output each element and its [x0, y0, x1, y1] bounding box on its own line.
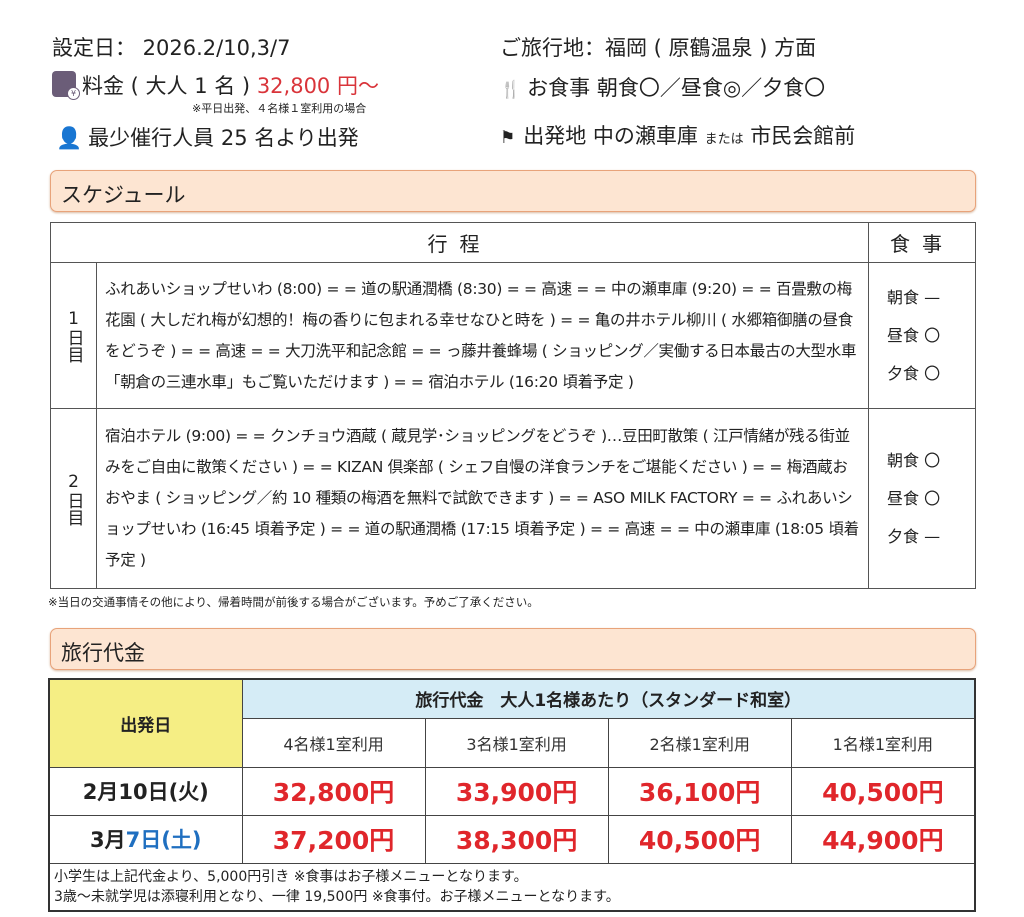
price-cell: 40,500円: [790, 766, 976, 816]
table-row: 3月7日(土) 37,200円 38,300円 40,500円 44,900円: [48, 814, 976, 864]
day-label: 2日目: [50, 408, 97, 589]
price-cell: 36,100円: [607, 766, 792, 816]
person-icon: 👤: [56, 126, 83, 150]
room-type: 4名様1室利用: [241, 717, 426, 768]
departure-place: ⚑ 出発地 中の瀬車庫 または 市民会館前: [500, 124, 856, 148]
room-type: 1名様1室利用: [790, 717, 976, 768]
price-cell: 32,800円: [241, 766, 426, 816]
pricing-notes: 小学生は上記代金より、5,000円引き ※食事はお子様メニューとなります。 3歳～…: [48, 862, 976, 911]
meals-header: 食事: [868, 222, 976, 263]
itinerary-text: 宿泊ホテル (9:00) = = クンチョウ酒蔵 ( 蔵見学･ショッピングをどう…: [96, 408, 869, 589]
meals-cell: 朝食 — 昼食 〇夕食 〇: [868, 262, 976, 409]
price-cell: 33,900円: [424, 766, 609, 816]
departure-date: 2月10日(火): [48, 766, 243, 816]
price-summary: ¥ 料金 ( 大人 1 名 ) 32,800 円～: [52, 70, 379, 100]
schedule-note: ※当日の交通事情その他により、帰着時間が前後する場合がございます。予めご了承くだ…: [48, 595, 539, 609]
min-people: 👤 最少催行人員 25 名より出発: [56, 126, 359, 150]
departure-date-header: 出発日: [48, 678, 243, 768]
pricing-section-header: 旅行代金: [50, 628, 976, 670]
destination: ご旅行地：福岡 ( 原鶴温泉 ) 方面: [500, 36, 817, 60]
meals-cell: 朝食 〇昼食 〇夕食 —: [868, 408, 976, 589]
price-note: ※平日出発、４名様１室利用の場合: [192, 102, 367, 115]
suitcase-yen-icon: ¥: [52, 71, 80, 100]
table-row: 2月10日(火) 32,800円 33,900円 36,100円 40,500円: [48, 766, 976, 816]
price-cell: 40,500円: [607, 814, 792, 864]
price-cell: 38,300円: [424, 814, 609, 864]
price-value: 32,800 円～: [256, 74, 379, 98]
itinerary-header: 行程: [50, 222, 869, 263]
table-row: 1日目 ふれあいショップせいわ (8:00) = = 道の駅通潤橋 (8:30)…: [50, 262, 976, 409]
meals-summary: 🍴 お食事 朝食〇／昼食◎／夕食〇: [500, 76, 826, 100]
departure-date: 3月7日(土): [48, 814, 243, 864]
itinerary-text: ふれあいショップせいわ (8:00) = = 道の駅通潤橋 (8:30) = =…: [96, 262, 869, 409]
setting-date: 設定日： 2026.2/10,3/7: [52, 36, 291, 60]
fork-knife-icon: 🍴: [500, 80, 522, 100]
price-cell: 37,200円: [241, 814, 426, 864]
flag-icon: ⚑: [500, 128, 516, 148]
schedule-section-header: スケジュール: [50, 170, 976, 212]
pricing-table: 出発日 旅行代金 大人1名様あたり（スタンダード和室） 4名様1室利用 3名様1室…: [48, 678, 976, 912]
price-label: 料金 ( 大人 1 名 ): [82, 74, 257, 98]
price-cell: 44,900円: [790, 814, 976, 864]
room-type: 3名様1室利用: [424, 717, 609, 768]
schedule-table: 行程 食事 1日目 ふれあいショップせいわ (8:00) = = 道の駅通潤橋 (…: [50, 222, 976, 589]
day-label: 1日目: [50, 262, 97, 409]
pricing-header: 旅行代金 大人1名様あたり（スタンダード和室）: [241, 678, 976, 719]
table-row: 2日目 宿泊ホテル (9:00) = = クンチョウ酒蔵 ( 蔵見学･ショッピン…: [50, 408, 976, 589]
room-type: 2名様1室利用: [607, 717, 792, 768]
